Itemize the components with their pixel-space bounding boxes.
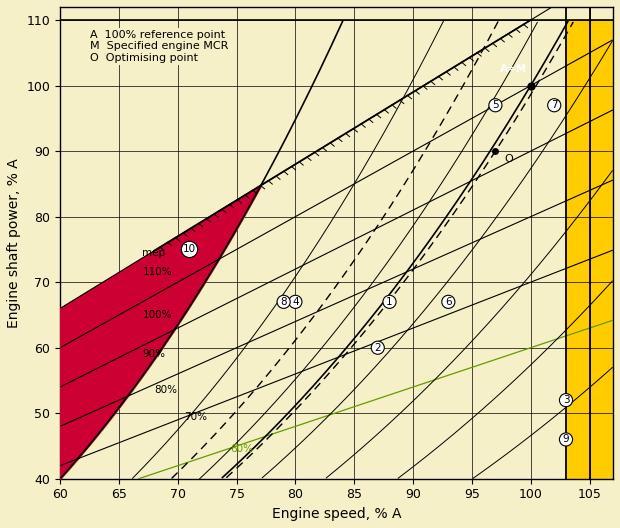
Text: 70%: 70% [184,411,206,421]
Text: 6: 6 [445,297,451,307]
Text: O: O [505,154,513,164]
Text: 3: 3 [563,395,569,405]
Text: 7: 7 [551,100,557,110]
Text: 8: 8 [280,297,287,307]
Text: 9: 9 [563,435,569,445]
Text: A  100% reference point
M  Specified engine MCR
O  Optimising point: A 100% reference point M Specified engin… [89,30,228,63]
X-axis label: Engine speed, % A: Engine speed, % A [272,507,401,521]
Text: 80%: 80% [154,385,177,395]
Text: 10: 10 [183,244,196,254]
Y-axis label: Engine shaft power, % A: Engine shaft power, % A [7,158,21,328]
Text: 100%: 100% [143,310,172,320]
Text: 4: 4 [292,297,299,307]
Text: 1: 1 [386,297,393,307]
Bar [566,20,613,479]
Text: mep: mep [143,248,166,258]
Text: 5: 5 [492,100,498,110]
Text: 110%: 110% [143,267,172,277]
Text: 60%: 60% [231,444,254,454]
Text: 2: 2 [374,343,381,353]
Text: A=M: A=M [500,64,526,74]
Text: 90%: 90% [143,349,166,359]
